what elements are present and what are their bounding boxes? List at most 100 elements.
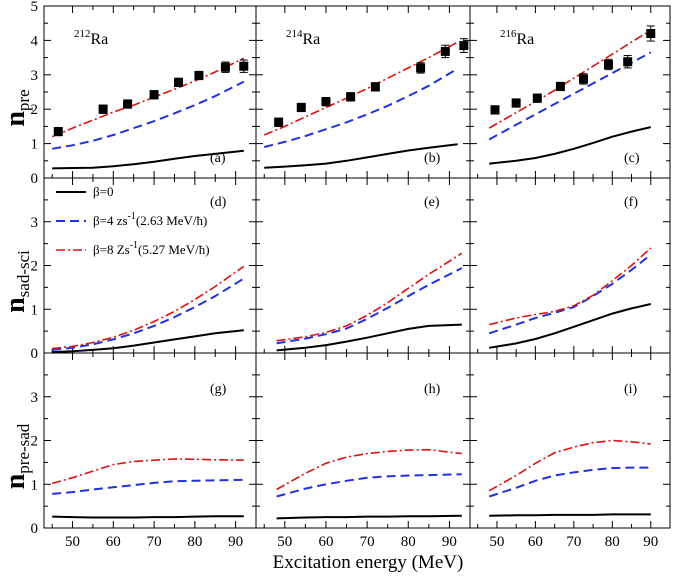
series-line-beta0: [52, 149, 244, 170]
x-tick-label: 70: [147, 534, 162, 550]
data-point: [578, 74, 588, 84]
x-tick-label: 80: [401, 534, 416, 550]
series-line-beta8: [263, 41, 459, 136]
data-point: [346, 92, 356, 102]
y-tick-label: 0: [31, 521, 39, 537]
series-line-beta8: [276, 252, 463, 342]
series-line-beta0: [489, 126, 652, 165]
series-line-beta4: [276, 267, 463, 345]
panel-tag: (h): [424, 382, 441, 397]
x-tick-label: 60: [318, 534, 333, 550]
data-point: [370, 82, 380, 92]
y-tick-label: 0: [31, 171, 39, 187]
data-point: [239, 61, 249, 71]
x-tick-label: 90: [442, 534, 457, 550]
x-tick-label: 70: [360, 534, 375, 550]
series-line-beta8: [488, 29, 652, 129]
series-line-beta8: [51, 57, 245, 138]
data-point: [646, 29, 656, 39]
series-line-beta8: [52, 265, 245, 350]
panel-tag: (i): [624, 382, 638, 397]
series-line-beta4: [52, 478, 244, 495]
data-point: [123, 99, 133, 109]
labels-layer: Excitation energy (MeV) 0 1 2 3 4 5 (a) 212Ra (b…: [0, 0, 658, 573]
y-tick-label: 4: [31, 33, 39, 49]
panel-frame: [43, 352, 257, 529]
x-tick-label: 70: [566, 534, 581, 550]
panel-tag: (d): [210, 195, 227, 210]
x-tick-label: 50: [277, 534, 292, 550]
x-tick-label: 80: [605, 534, 620, 550]
data-point: [149, 90, 159, 100]
series-line-beta4: [263, 67, 459, 148]
y-tick-label: 3: [31, 68, 39, 84]
legend-entry: β=4 zs-1(2.63 MeV/ħ): [93, 211, 207, 228]
panel-c: [469, 5, 671, 179]
series-line-beta4: [52, 277, 245, 351]
panel-b: [255, 5, 471, 179]
series-line-beta0: [489, 303, 652, 349]
series-line-beta0: [52, 329, 244, 354]
data-point: [532, 93, 542, 103]
y-tick-label: 5: [31, 0, 39, 15]
x-tick-label: 50: [65, 534, 80, 550]
x-axis-label: Excitation energy (MeV): [273, 552, 464, 573]
series-line-beta0: [489, 513, 651, 517]
legend: β=0 β=4 zs-1(2.63 MeV/ħ) β=8 Zs-1(5.27 MeV…: [56, 184, 210, 257]
series-line-beta8: [51, 458, 244, 485]
panel-tag: (a): [210, 151, 226, 166]
data-point: [174, 77, 184, 87]
series-line-beta0: [276, 514, 462, 520]
y-tick-label: 1: [31, 302, 39, 318]
data-point: [511, 98, 521, 108]
y-tick-label: 1: [31, 137, 39, 153]
x-tick-label: 50: [489, 534, 504, 550]
panels-layer: [43, 5, 671, 529]
y-tick-label: 2: [31, 102, 39, 118]
data-point: [274, 117, 284, 127]
panel-tag: (e): [424, 195, 440, 210]
panel-g: [43, 352, 257, 529]
panel-i: [469, 352, 671, 529]
data-point: [98, 104, 108, 114]
panel-tag: (b): [424, 151, 441, 166]
y-axis-label: npre: [0, 89, 33, 126]
series-line-beta8: [276, 448, 462, 491]
y-tick-label: 0: [31, 346, 39, 362]
y-tick-label: 2: [31, 259, 39, 275]
data-point: [321, 97, 331, 107]
data-point: [53, 127, 63, 137]
x-tick-label: 60: [528, 534, 543, 550]
data-point: [194, 70, 204, 80]
x-tick-label: 90: [228, 534, 243, 550]
series-line-beta4: [488, 253, 652, 335]
y-tick-label: 1: [31, 477, 39, 493]
panel-f: [469, 177, 671, 354]
x-tick-label: 60: [106, 534, 121, 550]
legend-entry: β=0: [93, 184, 113, 199]
series-line-beta4: [488, 51, 652, 141]
y-axis-label: nsad-sci: [0, 250, 33, 313]
data-point: [416, 63, 426, 73]
series-line-beta0: [276, 323, 462, 352]
x-tick-label: 90: [643, 534, 658, 550]
y-axis-label: npre-sad: [0, 423, 33, 489]
series-line-beta4: [52, 80, 245, 150]
panel-frame: [255, 352, 471, 529]
data-point: [603, 59, 613, 69]
data-point: [459, 41, 469, 51]
series-line-beta0: [52, 515, 244, 519]
nucleus-label: 212Ra: [74, 28, 108, 48]
series-line-beta4: [488, 466, 651, 498]
data-point: [220, 62, 230, 72]
legend-entry: β=8 Zs-1(5.27 MeV/ħ): [93, 240, 210, 257]
panel-tag: (g): [210, 382, 227, 397]
panel-h: [255, 352, 471, 529]
series-line-beta8: [489, 247, 652, 326]
x-tick-label: 80: [187, 534, 202, 550]
panel-frame: [469, 352, 671, 529]
data-point: [296, 102, 306, 112]
series-line-beta0: [264, 143, 458, 169]
nucleus-label: 214Ra: [286, 28, 320, 48]
